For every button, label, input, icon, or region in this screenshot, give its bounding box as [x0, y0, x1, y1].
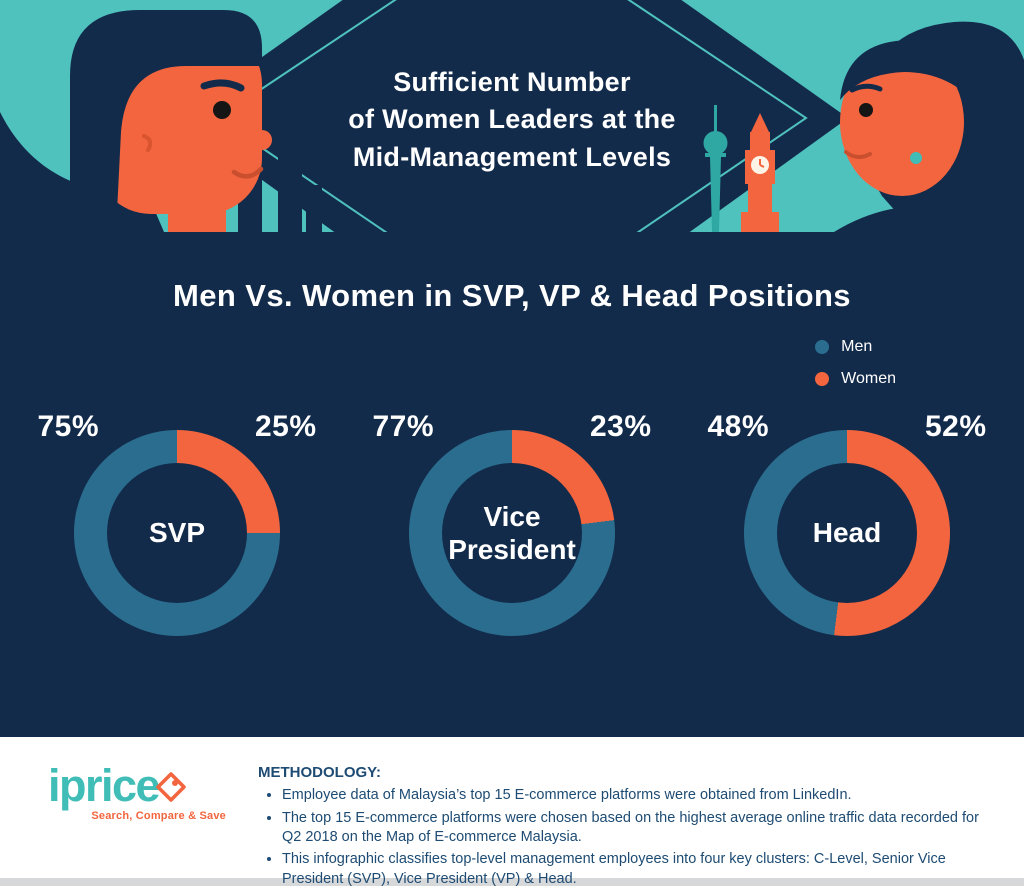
iprice-logo-block: iprice Search, Compare & Save: [48, 763, 244, 878]
chart-section-title: Men Vs. Women in SVP, VP & Head Position…: [173, 278, 851, 313]
svp-donut-chart: SVP: [74, 430, 280, 636]
svp-women-percentage: 25%: [254, 410, 317, 443]
legend-item-men: Men: [815, 338, 896, 356]
clock-tower-icon: [741, 113, 779, 232]
donut-block-svp: 75% 25% SVP: [10, 410, 345, 666]
donut-block-head: 48% 52% Head: [680, 410, 1015, 666]
header-title: Sufficient Number of Women Leaders at th…: [262, 64, 762, 176]
chart-legend: Men Women: [815, 338, 896, 402]
svp-donut-label: SVP: [148, 517, 206, 549]
header-title-line3: Mid-Management Levels: [352, 141, 672, 172]
methodology-list: Employee data of Malaysia’s top 15 E-com…: [258, 786, 984, 889]
methodology-block: METHODOLOGY: Employee data of Malaysia’s…: [258, 763, 984, 887]
iprice-logo: iprice: [48, 763, 244, 808]
vp-donut-chart: Vice President: [409, 430, 615, 636]
methodology-bullet-3: This infographic classifies top-level ma…: [282, 850, 984, 889]
head-men-percentage: 48%: [707, 410, 770, 443]
kl-tower-icon: [703, 105, 728, 232]
iprice-logo-text: iprice: [48, 760, 161, 811]
head-women-percentage: 52%: [924, 410, 987, 443]
chart-section: Men Vs. Women in SVP, VP & Head Position…: [0, 232, 1024, 737]
women-color-dot-icon: [815, 372, 830, 386]
legend-label-women: Women: [841, 370, 896, 387]
legend-label-men: Men: [841, 338, 873, 355]
bottom-border-strip: [0, 878, 1024, 886]
men-color-dot-icon: [815, 340, 830, 354]
methodology-title: METHODOLOGY:: [258, 764, 382, 781]
head-donut-chart: Head: [744, 430, 950, 636]
footer-section: iprice Search, Compare & Save METHODOLOG…: [0, 737, 1024, 887]
man-illustration: [0, 10, 272, 232]
vp-men-percentage: 77%: [372, 410, 435, 443]
vp-women-percentage: 23%: [589, 410, 652, 443]
header-title-line2: of Women Leaders at the: [348, 104, 676, 135]
price-tag-icon: [156, 772, 186, 802]
header-illustration-section: Sufficient Number of Women Leaders at th…: [0, 0, 1024, 232]
methodology-bullet-2: The top 15 E-commerce platforms were cho…: [282, 809, 984, 848]
woman-illustration: [834, 21, 1024, 232]
diamond-banner-shape: [176, 0, 848, 232]
head-donut-label: Head: [812, 517, 882, 549]
kuala-lumpur-skyline-illustration: [238, 95, 779, 232]
donut-block-vp: 77% 23% Vice President: [345, 410, 680, 666]
iprice-tagline: Search, Compare & Save: [91, 810, 226, 822]
donut-chart-row: 75% 25% SVP 77% 23% Vice President 48% 5…: [0, 410, 1024, 666]
svp-men-percentage: 75%: [37, 410, 100, 443]
vp-donut-label: Vice President: [448, 500, 576, 565]
legend-item-women: Women: [815, 370, 896, 388]
methodology-bullet-1: Employee data of Malaysia’s top 15 E-com…: [282, 786, 984, 805]
header-title-line1: Sufficient Number: [393, 67, 631, 97]
